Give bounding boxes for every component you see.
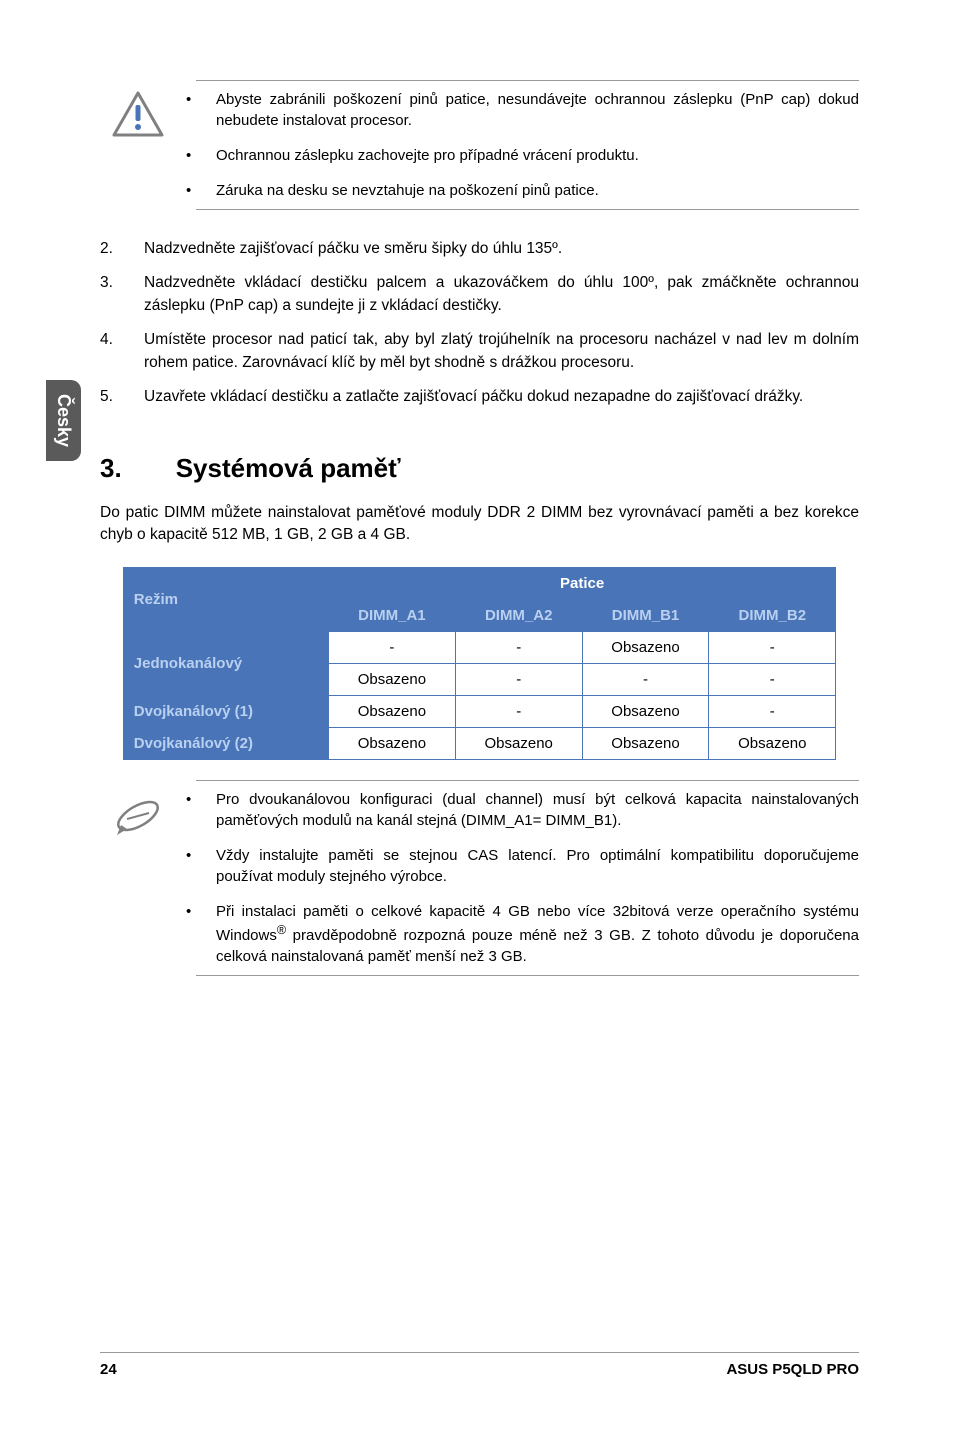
table-row: Dvojkanálový (2)ObsazenoObsazenoObsazeno…	[123, 727, 835, 759]
step-text: Uzavřete vkládací destičku a zatlačte za…	[144, 386, 803, 408]
note-text: Při instalaci paměti o celkové kapacitě …	[216, 901, 859, 967]
page-footer: 24 ASUS P5QLD PRO	[0, 1352, 954, 1378]
product-name: ASUS P5QLD PRO	[726, 1361, 859, 1378]
table-col: DIMM_A2	[455, 599, 582, 631]
warning-item: • Záruka na desku se nevztahuje na poškoz…	[186, 180, 859, 201]
intro-paragraph: Do patic DIMM můžete nainstalovat paměťo…	[100, 502, 859, 547]
table-socket-header: Patice	[329, 567, 836, 599]
table-cell: -	[709, 631, 836, 663]
step-number: 4.	[100, 329, 120, 374]
table-cell: Obsazeno	[582, 727, 709, 759]
bullet-icon: •	[186, 901, 194, 967]
table-cell: -	[709, 663, 836, 695]
table-row-label: Dvojkanálový (2)	[123, 727, 328, 759]
warning-text: Abyste zabránili poškození pinů patice, …	[216, 89, 859, 131]
table-col: DIMM_B2	[709, 599, 836, 631]
note-text: Pro dvoukanálovou konfiguraci (dual chan…	[216, 789, 859, 831]
page-number: 24	[100, 1361, 117, 1378]
bullet-icon: •	[186, 789, 194, 831]
note-item: • Vždy instalujte paměti se stejnou CAS l…	[186, 845, 859, 887]
step-text: Umístěte procesor nad paticí tak, aby by…	[144, 329, 859, 374]
table-cell: Obsazeno	[455, 727, 582, 759]
warning-item: • Abyste zabránili poškození pinů patice,…	[186, 89, 859, 131]
bullet-icon: •	[186, 845, 194, 887]
warning-text: Záruka na desku se nevztahuje na poškoze…	[216, 180, 599, 201]
table-cell: Obsazeno	[582, 631, 709, 663]
table-cell: Obsazeno	[582, 695, 709, 727]
section-number: 3.	[100, 453, 122, 484]
table-cell: Obsazeno	[329, 663, 456, 695]
step-text: Nadzvedněte zajišťovací páčku ve směru š…	[144, 238, 562, 260]
note-icon	[113, 791, 163, 841]
warning-text: Ochrannou záslepku zachovejte pro případ…	[216, 145, 639, 166]
table-col: DIMM_A1	[329, 599, 456, 631]
step-number: 5.	[100, 386, 120, 408]
bullet-icon: •	[186, 89, 194, 131]
table-cell: -	[455, 631, 582, 663]
table-cell: -	[455, 695, 582, 727]
warning-item: • Ochrannou záslepku zachovejte pro přípa…	[186, 145, 859, 166]
section-heading: 3. Systémová paměť	[100, 453, 859, 484]
language-tab: Česky	[46, 380, 81, 461]
warning-icon	[112, 91, 164, 137]
section-title: Systémová paměť	[176, 453, 401, 484]
step-number: 3.	[100, 272, 120, 317]
note-item: • Pro dvoukanálovou konfiguraci (dual cha…	[186, 789, 859, 831]
memory-config-table: Režim Patice DIMM_A1 DIMM_A2 DIMM_B1 DIM…	[123, 567, 836, 760]
note-callout: • Pro dvoukanálovou konfiguraci (dual cha…	[100, 780, 859, 976]
table-col: DIMM_B1	[582, 599, 709, 631]
table-cell: Obsazeno	[709, 727, 836, 759]
instruction-item: 4. Umístěte procesor nad paticí tak, aby …	[100, 329, 859, 374]
table-cell: Obsazeno	[329, 727, 456, 759]
warning-callout: • Abyste zabránili poškození pinů patice,…	[100, 80, 859, 210]
instruction-item: 5. Uzavřete vkládací destičku a zatlačte …	[100, 386, 859, 408]
step-text: Nadzvedněte vkládací destičku palcem a u…	[144, 272, 859, 317]
table-row-label: Dvojkanálový (1)	[123, 695, 328, 727]
instruction-list: 2. Nadzvedněte zajišťovací páčku ve směru…	[100, 238, 859, 409]
instruction-item: 3. Nadzvedněte vkládací destičku palcem a…	[100, 272, 859, 317]
table-mode-header: Režim	[123, 567, 328, 631]
table-row-label: Jednokanálový	[123, 631, 328, 695]
table-cell: -	[582, 663, 709, 695]
bullet-icon: •	[186, 145, 194, 166]
instruction-item: 2. Nadzvedněte zajišťovací páčku ve směru…	[100, 238, 859, 260]
table-cell: -	[455, 663, 582, 695]
table-row: Jednokanálový--Obsazeno-	[123, 631, 835, 663]
table-cell: -	[329, 631, 456, 663]
note-text: Vždy instalujte paměti se stejnou CAS la…	[216, 845, 859, 887]
table-cell: Obsazeno	[329, 695, 456, 727]
note-item: • Při instalaci paměti o celkové kapacitě…	[186, 901, 859, 967]
table-cell: -	[709, 695, 836, 727]
bullet-icon: •	[186, 180, 194, 201]
step-number: 2.	[100, 238, 120, 260]
table-row: Dvojkanálový (1)Obsazeno-Obsazeno-	[123, 695, 835, 727]
language-tab-label: Česky	[54, 394, 74, 447]
